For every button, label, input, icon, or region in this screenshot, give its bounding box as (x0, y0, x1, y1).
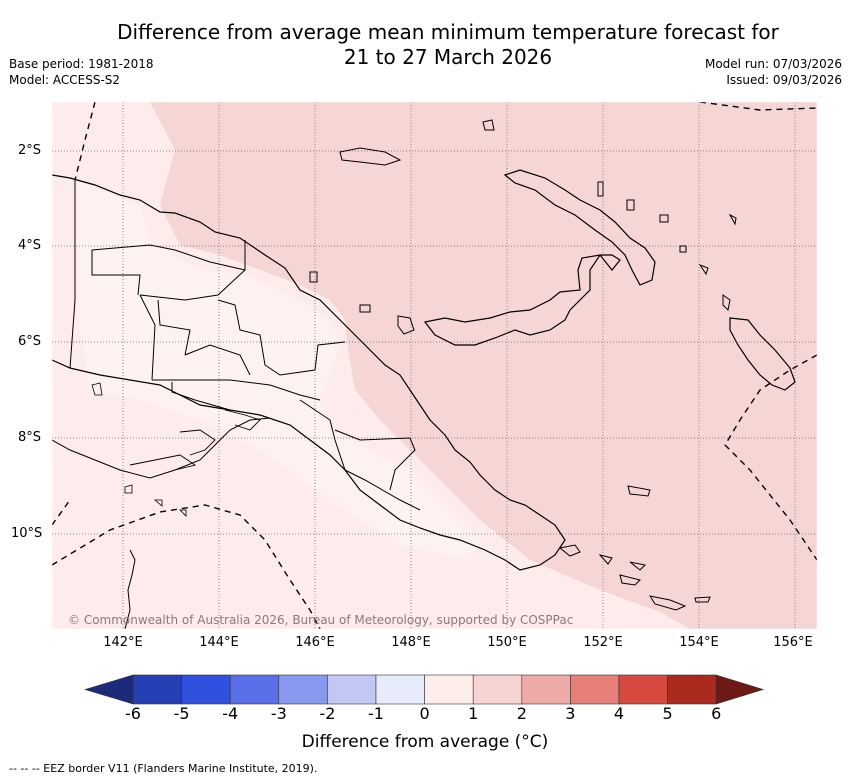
colorbar-tick: 5 (662, 704, 673, 723)
lon-label-7: 154°E (679, 635, 719, 650)
lon-label-2: 144°E (199, 635, 239, 650)
issued-date: Issued: 09/03/2026 (726, 73, 842, 87)
colorbar-segment (424, 674, 474, 705)
river-delta (129, 409, 261, 471)
colorbar (83, 674, 765, 705)
colorbar-tick: 2 (516, 704, 527, 723)
colorbar-segment (181, 674, 231, 705)
colorbar-tick: 6 (711, 704, 722, 723)
colorbar-tick: -4 (222, 704, 239, 723)
cape-york-coastline (124, 549, 136, 629)
eez-note: -- -- -- EEZ border V11 (Flanders Marine… (9, 762, 318, 775)
lon-label-8: 156°E (773, 635, 813, 650)
copyright-notice: © Commonwealth of Australia 2026, Bureau… (68, 613, 574, 627)
new-ireland-coastline (503, 169, 656, 286)
anomaly-zone-medium (150, 102, 817, 629)
lat-label-1: 2°S (18, 143, 42, 158)
colorbar-tick: -2 (319, 704, 336, 723)
colorbar-segment (132, 674, 182, 705)
meta-right: Model run: 07/03/2026 Issued: 09/03/2026 (705, 56, 842, 88)
lon-label-1: 142°E (103, 635, 143, 650)
colorbar-arrow-high (715, 674, 765, 705)
colorbar-tick: 4 (613, 704, 625, 723)
anomaly-zone-lighter (75, 180, 480, 560)
colorbar-label: Difference from average (°C) (301, 732, 549, 752)
lon-label-3: 146°E (295, 635, 335, 650)
eez-borders (52, 102, 817, 629)
title-line-1: Difference from average mean minimum tem… (117, 20, 779, 44)
small-islands (309, 119, 737, 603)
colorbar-segment (278, 674, 328, 705)
colorbar-tick: -1 (368, 704, 384, 723)
colorbar-segment (472, 674, 523, 705)
lat-label-3: 6°S (18, 334, 42, 349)
colorbar-tick: 3 (565, 704, 576, 723)
lon-label-6: 152°E (583, 635, 623, 650)
colorbar-tick: 0 (419, 704, 430, 723)
colorbar-segment (327, 674, 377, 705)
base-period: Base period: 1981-2018 (9, 57, 154, 71)
colorbar-segment (375, 674, 425, 705)
bougainville-coastline (729, 317, 796, 391)
louisiade-islands (558, 544, 687, 611)
province-borders (69, 180, 421, 511)
colorbar-segment (229, 674, 280, 705)
colorbar-tick: 1 (468, 704, 479, 723)
colorbar-segment (521, 674, 571, 705)
new-britain-coastline (423, 254, 621, 346)
colorbar-segment (618, 674, 668, 705)
colorbar-tick: -6 (125, 704, 141, 723)
torres-strait-islands (91, 382, 187, 517)
colorbar-tick: -5 (173, 704, 190, 723)
manus-island (339, 147, 402, 166)
colorbar-segment (667, 674, 717, 705)
lon-label-4: 148°E (391, 635, 431, 650)
lat-label-2: 4°S (18, 238, 42, 253)
lon-label-5: 150°E (487, 635, 527, 650)
colorbar-tick: -3 (270, 704, 287, 723)
lat-label-4: 8°S (18, 430, 42, 445)
title-line-2: 21 to 27 March 2026 (343, 45, 553, 69)
new-guinea-coastline (52, 174, 566, 571)
model-run: Model run: 07/03/2026 (704, 57, 842, 71)
model-name: Model: ACCESS-S2 (9, 73, 121, 87)
lat-label-5: 10°S (11, 526, 43, 541)
colorbar-segment (570, 674, 620, 705)
map-title: Difference from average mean minimum tem… (60, 20, 836, 70)
meta-left: Base period: 1981-2018 Model: ACCESS-S2 (9, 56, 154, 88)
colorbar-arrow-low (83, 674, 134, 705)
